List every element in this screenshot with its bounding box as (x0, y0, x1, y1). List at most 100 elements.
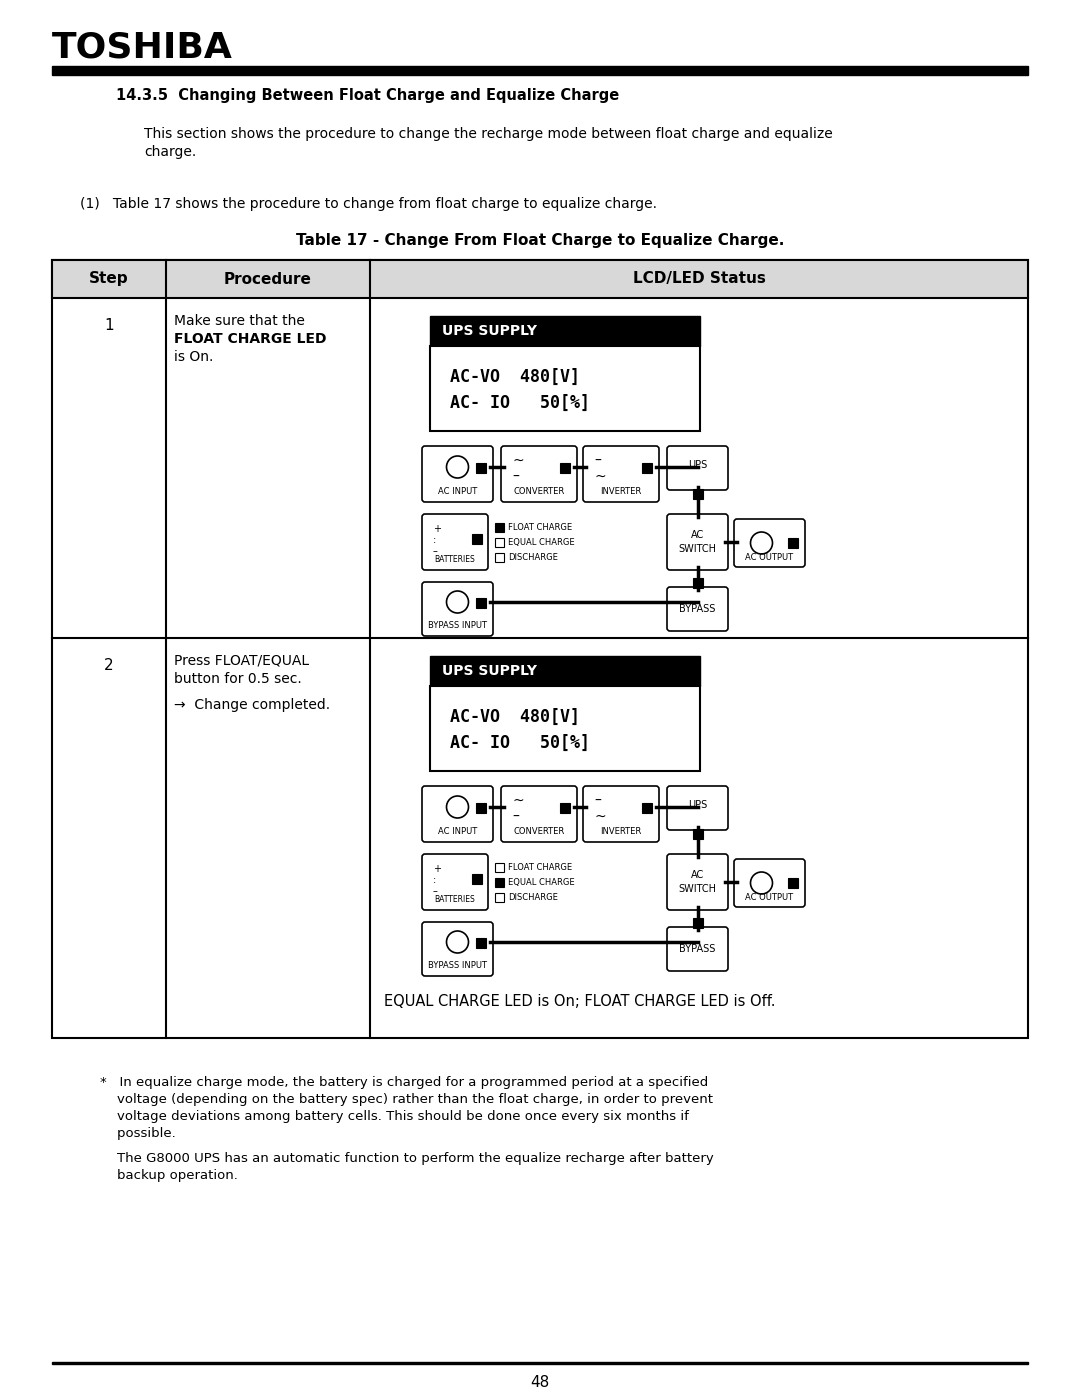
Text: possible.: possible. (100, 1127, 176, 1140)
Text: AC-VO  480[V]: AC-VO 480[V] (450, 367, 580, 386)
Text: AC
SWITCH: AC SWITCH (678, 870, 716, 894)
Bar (561, 462, 570, 474)
Text: –: – (594, 793, 600, 807)
Bar (52, 66, 1028, 75)
Text: Step: Step (90, 271, 129, 286)
Text: AC
SWITCH: AC SWITCH (678, 531, 716, 553)
Text: voltage deviations among battery cells. This should be done once every six month: voltage deviations among battery cells. … (100, 1111, 689, 1123)
Text: is On.: is On. (174, 351, 214, 365)
Bar (692, 918, 702, 928)
Text: AC OUTPUT: AC OUTPUT (745, 894, 794, 902)
Text: BYPASS INPUT: BYPASS INPUT (428, 961, 487, 971)
FancyBboxPatch shape (422, 787, 492, 842)
Text: FLOAT CHARGE LED: FLOAT CHARGE LED (174, 332, 326, 346)
Bar (642, 462, 652, 474)
Text: DISCHARGE: DISCHARGE (508, 893, 558, 902)
Bar (561, 803, 570, 813)
FancyBboxPatch shape (667, 928, 728, 971)
Text: +: + (433, 863, 441, 875)
Text: :: : (433, 875, 436, 886)
Text: FLOAT CHARGE: FLOAT CHARGE (508, 522, 572, 532)
Bar (788, 877, 798, 888)
Text: BYPASS INPUT: BYPASS INPUT (428, 622, 487, 630)
Text: 2: 2 (104, 658, 113, 673)
Bar (472, 875, 482, 884)
Text: INVERTER: INVERTER (600, 827, 642, 837)
Text: AC OUTPUT: AC OUTPUT (745, 553, 794, 563)
FancyBboxPatch shape (422, 583, 492, 636)
Text: 14.3.5  Changing Between Float Charge and Equalize Charge: 14.3.5 Changing Between Float Charge and… (116, 88, 619, 103)
FancyBboxPatch shape (667, 787, 728, 830)
Bar (476, 803, 486, 813)
FancyBboxPatch shape (734, 520, 805, 567)
FancyBboxPatch shape (667, 587, 728, 631)
Bar (476, 937, 486, 949)
Text: –: – (433, 886, 437, 895)
Text: voltage (depending on the battery spec) rather than the float charge, in order t: voltage (depending on the battery spec) … (100, 1092, 713, 1106)
Bar (495, 522, 504, 532)
Text: charge.: charge. (144, 145, 197, 159)
Text: –: – (512, 810, 518, 824)
Text: EQUAL CHARGE: EQUAL CHARGE (508, 538, 575, 548)
Text: TOSHIBA: TOSHIBA (52, 31, 233, 66)
Text: BYPASS: BYPASS (679, 604, 716, 615)
Text: +: + (433, 524, 441, 534)
Bar (430, 686, 700, 771)
Bar (52, 260, 1028, 1038)
Text: →  Change completed.: → Change completed. (174, 698, 330, 712)
FancyBboxPatch shape (667, 446, 728, 490)
Text: AC- IO   50[%]: AC- IO 50[%] (450, 394, 590, 412)
Text: :: : (433, 535, 436, 545)
Text: CONVERTER: CONVERTER (513, 488, 565, 496)
Text: –: – (433, 546, 437, 556)
Text: CONVERTER: CONVERTER (513, 827, 565, 837)
Bar (495, 553, 504, 562)
Bar (642, 803, 652, 813)
Text: ~: ~ (594, 810, 606, 824)
Bar (495, 877, 504, 887)
Bar (430, 316, 700, 346)
Text: UPS SUPPLY: UPS SUPPLY (442, 324, 537, 338)
Text: Make sure that the: Make sure that the (174, 314, 305, 328)
Text: ~: ~ (512, 454, 524, 468)
FancyBboxPatch shape (501, 787, 577, 842)
Text: button for 0.5 sec.: button for 0.5 sec. (174, 672, 301, 686)
Bar (472, 534, 482, 543)
Bar (430, 346, 700, 432)
Text: AC-VO  480[V]: AC-VO 480[V] (450, 708, 580, 726)
Bar (52, 1362, 1028, 1363)
Text: Press FLOAT/EQUAL: Press FLOAT/EQUAL (174, 654, 309, 668)
Text: ~: ~ (512, 793, 524, 807)
Text: AC INPUT: AC INPUT (437, 827, 477, 837)
Text: UPS: UPS (688, 800, 707, 810)
Text: 48: 48 (530, 1375, 550, 1390)
Text: backup operation.: backup operation. (100, 1169, 238, 1182)
Bar (495, 893, 504, 902)
Text: 1: 1 (104, 319, 113, 332)
Text: BATTERIES: BATTERIES (434, 556, 475, 564)
Text: LCD/LED Status: LCD/LED Status (633, 271, 766, 286)
Text: AC INPUT: AC INPUT (437, 488, 477, 496)
Text: EQUAL CHARGE LED is On; FLOAT CHARGE LED is Off.: EQUAL CHARGE LED is On; FLOAT CHARGE LED… (384, 995, 775, 1009)
Text: BATTERIES: BATTERIES (434, 895, 475, 904)
Text: Procedure: Procedure (224, 271, 312, 286)
FancyBboxPatch shape (667, 514, 728, 570)
Text: –: – (594, 454, 600, 468)
FancyBboxPatch shape (583, 787, 659, 842)
Text: AC- IO   50[%]: AC- IO 50[%] (450, 733, 590, 752)
FancyBboxPatch shape (422, 514, 488, 570)
Bar (495, 863, 504, 872)
Text: BYPASS: BYPASS (679, 944, 716, 954)
Bar (476, 598, 486, 608)
Text: ~: ~ (594, 469, 606, 483)
Bar (692, 489, 702, 499)
FancyBboxPatch shape (501, 446, 577, 502)
Text: –: – (512, 469, 518, 483)
FancyBboxPatch shape (422, 922, 492, 977)
Bar (495, 538, 504, 548)
Text: UPS SUPPLY: UPS SUPPLY (442, 664, 537, 678)
Text: FLOAT CHARGE: FLOAT CHARGE (508, 863, 572, 872)
Bar (692, 578, 702, 588)
Text: EQUAL CHARGE: EQUAL CHARGE (508, 877, 575, 887)
FancyBboxPatch shape (667, 854, 728, 909)
